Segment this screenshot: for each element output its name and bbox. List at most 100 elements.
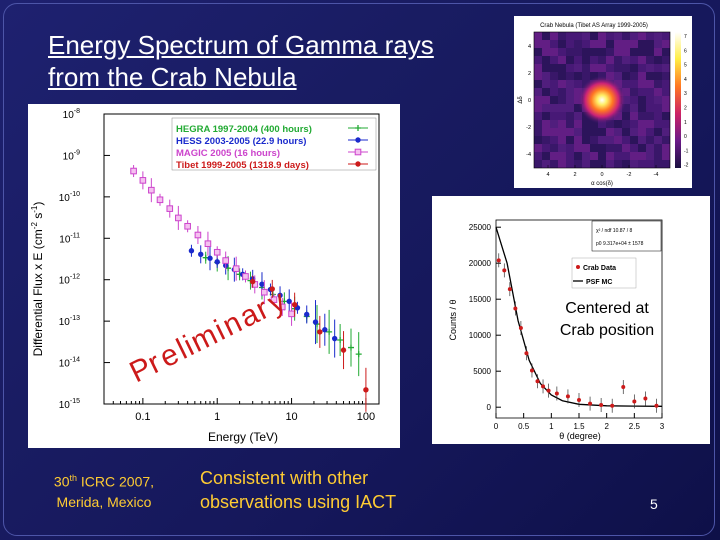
energy-spectrum-chart: 0.1 1 10 100 10-8 10-9 10-10 10-11 10-12 10-13 10-… bbox=[28, 104, 400, 448]
angular-x-tick-label: 0.5 bbox=[518, 422, 530, 431]
data-point-s1 bbox=[259, 281, 265, 287]
y-axis-label: Differential Flux x E (cm-2 s-1) bbox=[30, 202, 45, 357]
map-cell bbox=[542, 152, 550, 160]
map-cell bbox=[590, 32, 598, 40]
map-cell bbox=[606, 72, 614, 80]
map-cell bbox=[638, 112, 646, 120]
map-cell bbox=[662, 160, 670, 168]
map-cell bbox=[614, 152, 622, 160]
data-point-s2 bbox=[139, 177, 147, 184]
map-cell bbox=[558, 88, 566, 96]
map-cell bbox=[598, 40, 606, 48]
data-point-s2 bbox=[194, 231, 202, 239]
map-cell bbox=[646, 64, 654, 72]
legend-marker bbox=[355, 161, 361, 167]
map-cell bbox=[606, 152, 614, 160]
map-cell bbox=[550, 104, 558, 112]
map-cell bbox=[566, 88, 574, 96]
data-point-s2 bbox=[278, 303, 286, 311]
legend-label-crab: Crab Data bbox=[583, 265, 616, 272]
map-cell bbox=[662, 88, 670, 96]
map-cell bbox=[534, 32, 542, 40]
map-cell bbox=[606, 120, 614, 128]
map-cell bbox=[590, 152, 598, 160]
map-cell bbox=[534, 80, 542, 88]
map-cell bbox=[638, 40, 646, 48]
map-cell bbox=[614, 40, 622, 48]
map-y-tick-label: 2 bbox=[528, 71, 531, 77]
map-cell bbox=[654, 160, 662, 168]
map-cell bbox=[622, 120, 630, 128]
y-tick-label: 10-15 bbox=[59, 398, 80, 411]
map-cell bbox=[574, 144, 582, 152]
data-point-s3 bbox=[340, 347, 347, 353]
map-cell bbox=[630, 160, 638, 168]
legend-label: Tibet 1999-2005 (1318.9 days) bbox=[176, 160, 309, 171]
significance-map: Crab Nebula (Tibet AS Array 1999-2005) 4… bbox=[514, 16, 692, 188]
map-cell bbox=[630, 56, 638, 64]
map-cell bbox=[646, 152, 654, 160]
map-cell bbox=[622, 160, 630, 168]
data-point-s0 bbox=[326, 328, 333, 335]
map-title: Crab Nebula (Tibet AS Array 1999-2005) bbox=[540, 23, 648, 29]
angular-data-point bbox=[588, 401, 593, 406]
map-cell bbox=[534, 144, 542, 152]
data-point-s2 bbox=[184, 222, 191, 230]
data-point-s2 bbox=[222, 257, 229, 264]
map-cell bbox=[550, 88, 558, 96]
map-cell bbox=[614, 48, 622, 56]
map-cell bbox=[622, 152, 630, 160]
map-cell bbox=[574, 64, 582, 72]
map-cell bbox=[558, 48, 566, 56]
map-cell bbox=[598, 144, 606, 152]
map-cell bbox=[566, 48, 574, 56]
centered-note-line-2: Crab position bbox=[559, 322, 655, 339]
map-cell bbox=[566, 136, 574, 144]
map-cell bbox=[534, 128, 542, 136]
map-cell bbox=[534, 96, 542, 104]
map-y-tick-label: 4 bbox=[528, 44, 531, 50]
map-cell bbox=[574, 80, 582, 88]
map-cell bbox=[638, 128, 646, 136]
angular-data-point bbox=[565, 394, 570, 399]
map-cell bbox=[662, 144, 670, 152]
map-cell bbox=[622, 32, 630, 40]
angular-distribution-svg: 0 0.5 1 1.5 2 2.5 3 0 5000 10000 15000 20000 25000 χ… bbox=[448, 219, 665, 441]
map-cell bbox=[582, 160, 590, 168]
data-point-s1 bbox=[188, 248, 195, 254]
map-cell bbox=[566, 64, 574, 72]
map-cell bbox=[558, 32, 566, 40]
map-cell bbox=[534, 104, 542, 112]
map-cell bbox=[654, 80, 662, 88]
angular-data-point bbox=[535, 379, 540, 384]
map-cell bbox=[654, 72, 662, 80]
map-cell bbox=[558, 80, 566, 88]
map-cell bbox=[638, 120, 646, 128]
colorbar-tick-label: -1 bbox=[684, 148, 689, 154]
data-point-s2 bbox=[166, 205, 174, 212]
map-cell bbox=[590, 56, 598, 64]
map-cell bbox=[654, 144, 662, 152]
map-cell bbox=[542, 120, 550, 128]
legend-marker-crab bbox=[576, 265, 580, 269]
map-x-tick-label: 4 bbox=[546, 172, 549, 178]
map-cell bbox=[534, 64, 542, 72]
map-cell bbox=[558, 160, 566, 168]
fit-stats-p0: p0 9.317e+04 ± 1578 bbox=[596, 241, 644, 247]
map-cell bbox=[662, 152, 670, 160]
psf-fit-curve bbox=[495, 227, 663, 407]
map-cell bbox=[550, 64, 558, 72]
map-cell bbox=[566, 120, 574, 128]
map-cell bbox=[622, 40, 630, 48]
conference-line-1: 30th ICRC 2007, bbox=[53, 473, 155, 490]
legend-marker bbox=[355, 137, 361, 143]
map-cell bbox=[542, 56, 550, 64]
map-y-tick-label: 0 bbox=[528, 98, 531, 104]
map-cell bbox=[598, 128, 606, 136]
map-cell bbox=[606, 40, 614, 48]
map-cell bbox=[566, 80, 574, 88]
map-cell bbox=[638, 48, 646, 56]
map-cell bbox=[542, 40, 550, 48]
colorbar-tick-label: 3 bbox=[684, 91, 687, 97]
